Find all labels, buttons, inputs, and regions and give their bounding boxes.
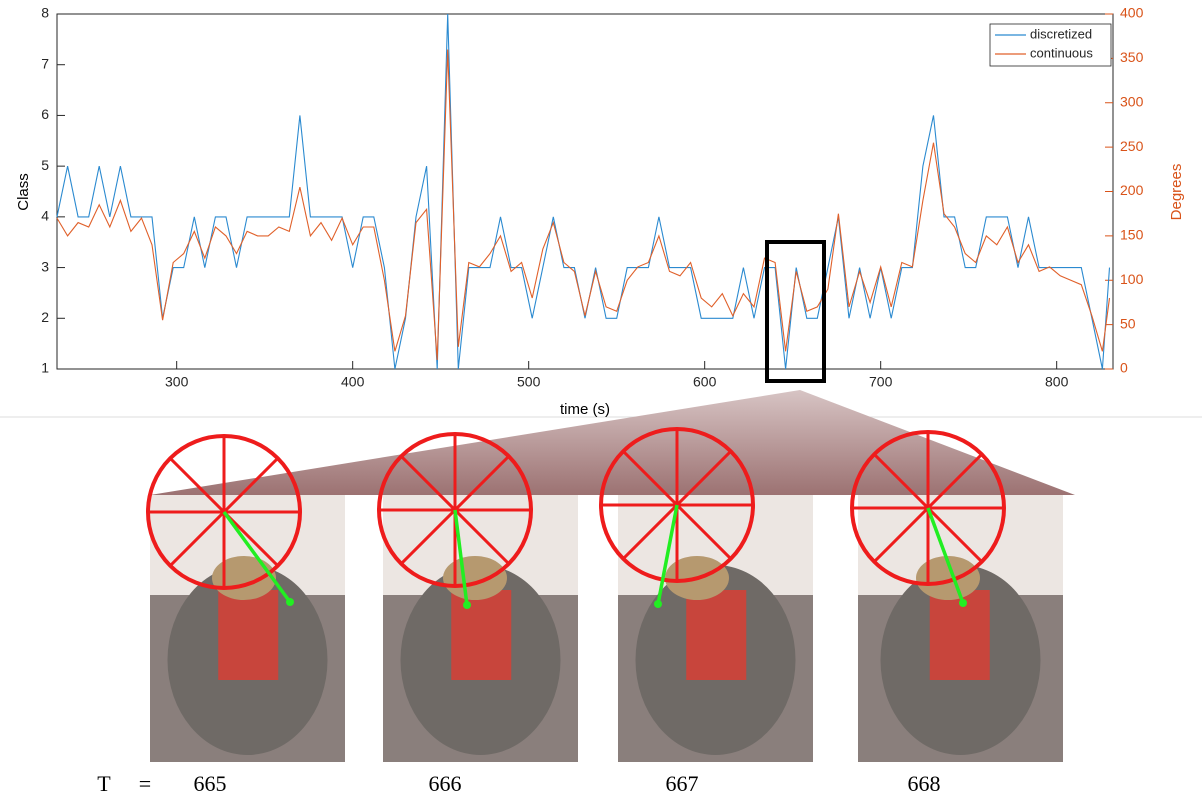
gaze-arrow	[656, 504, 679, 605]
y-tick-label: 8	[41, 5, 49, 21]
y-tick-label: 1	[41, 360, 49, 376]
frame-time: 667	[666, 771, 699, 796]
y2-tick-label: 200	[1120, 182, 1144, 198]
x-tick-label: 800	[1045, 374, 1069, 390]
t-label: T	[97, 771, 111, 796]
person-shirt	[218, 590, 279, 680]
y2-tick-label: 50	[1120, 315, 1136, 331]
gaze-arrow	[926, 507, 965, 604]
y2-tick-label: 0	[1120, 360, 1128, 376]
frames: 665 666 667 668	[146, 427, 1063, 796]
legend-box	[989, 23, 1112, 67]
face	[443, 556, 507, 600]
y2-tick-label: 350	[1120, 49, 1144, 65]
person-shirt	[686, 590, 747, 680]
gaze-arrow-head	[959, 599, 967, 607]
y-tick-label: 4	[41, 208, 49, 224]
y2-tick-label: 250	[1120, 138, 1144, 154]
x-tick-label: 600	[693, 374, 717, 390]
y-tick-label: 6	[41, 106, 49, 122]
face	[212, 556, 276, 600]
frame-time: 668	[908, 771, 941, 796]
y2-tick-label: 300	[1120, 93, 1144, 109]
y2-tick-label: 100	[1120, 271, 1144, 287]
y-tick-label: 3	[41, 258, 49, 274]
x-tick-label: 300	[165, 374, 189, 390]
frame-time: 666	[429, 771, 462, 796]
plot: 300 400 500 600 700 800 1 2 3 4 5 6 7 8 0 50 100 150 200 25…	[41, 5, 1143, 390]
series-line	[56, 49, 1111, 361]
x-axis-label: time (s)	[560, 401, 610, 418]
y-tick-label: 2	[41, 309, 49, 325]
x-tick-label: 500	[517, 374, 541, 390]
equals: =	[139, 771, 151, 796]
wheel-spoke	[169, 457, 279, 567]
series-line	[56, 13, 1111, 370]
y-tick-label: 5	[41, 157, 49, 173]
legend-label: continuous	[1030, 45, 1093, 60]
gaze-arrow-head	[654, 600, 662, 608]
gaze-arrow-head	[286, 598, 294, 606]
legend-label: discretized	[1030, 26, 1092, 41]
gaze-arrow	[222, 510, 292, 604]
y-axis-label: Class	[15, 173, 32, 211]
x-tick-label: 400	[341, 374, 365, 390]
zoom-wedge	[150, 390, 1075, 495]
y2-tick-label: 150	[1120, 227, 1144, 243]
frame-time: 665	[194, 771, 227, 796]
y2-tick-label: 400	[1120, 5, 1144, 21]
gaze-arrow-head	[463, 601, 471, 609]
y2-axis-label: Degrees	[1168, 164, 1185, 221]
x-tick-label: 700	[869, 374, 893, 390]
highlight-box	[765, 240, 826, 383]
face	[916, 556, 980, 600]
gaze-arrow	[453, 509, 469, 606]
person-shirt	[451, 590, 512, 680]
y-tick-label: 7	[41, 55, 49, 71]
